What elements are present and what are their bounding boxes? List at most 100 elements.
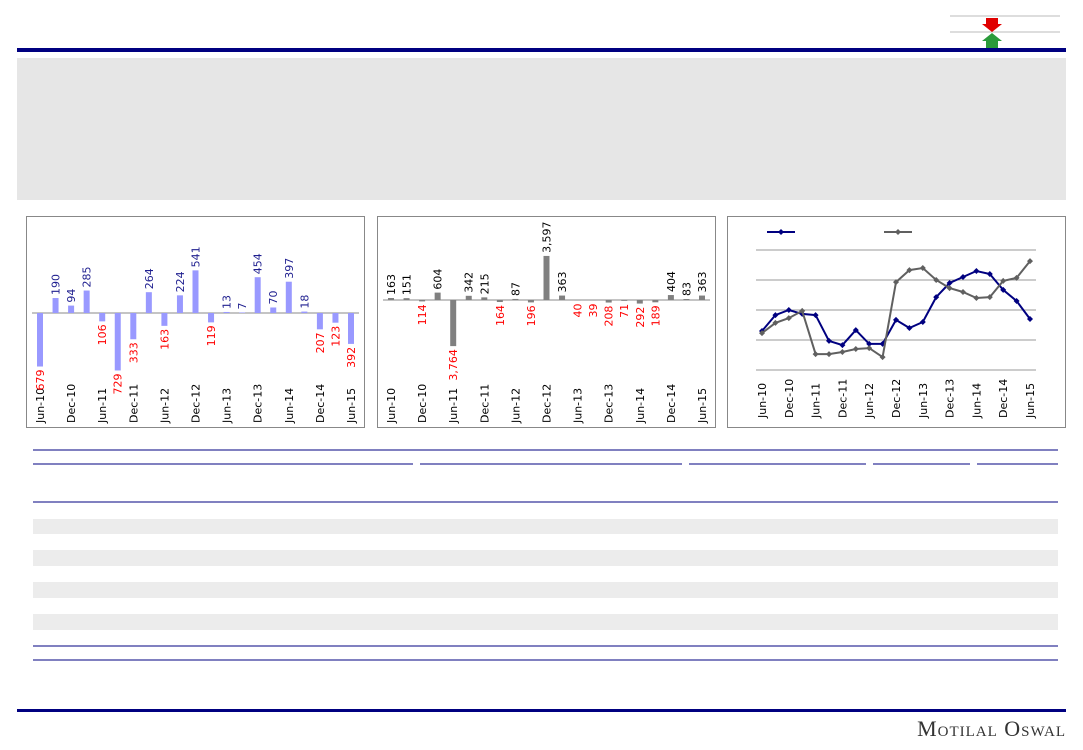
marker	[799, 307, 806, 314]
data-label: 215	[478, 273, 491, 294]
chart-frame	[26, 216, 365, 428]
marker	[812, 312, 819, 319]
bar	[316, 313, 323, 330]
x-tick-label: Jun-14	[634, 388, 647, 424]
bar	[145, 292, 152, 313]
x-tick-label: Jun-11	[447, 388, 460, 424]
bar	[161, 313, 168, 326]
down-arrow-icon	[982, 18, 1002, 32]
x-tick-label: Jun-14	[970, 383, 983, 419]
data-label: 163	[158, 329, 171, 350]
marker	[893, 279, 899, 286]
data-label: 333	[127, 342, 140, 363]
marker	[826, 351, 832, 358]
bar	[37, 313, 43, 367]
data-label: 71	[618, 304, 631, 318]
bar	[496, 300, 503, 303]
bar	[192, 270, 199, 313]
data-label: 207	[314, 332, 327, 353]
x-tick-label: Dec-12	[541, 384, 554, 423]
data-label: 404	[665, 271, 678, 292]
marker	[986, 294, 993, 301]
table-row-stripe	[33, 550, 1058, 566]
bar	[208, 313, 215, 323]
bar	[348, 313, 354, 344]
bar	[683, 298, 690, 300]
marker	[866, 345, 873, 352]
marker	[1013, 298, 1020, 304]
bar	[636, 300, 643, 304]
marker	[812, 351, 819, 358]
data-label: 40	[572, 303, 585, 317]
x-tick-label: Jun-12	[158, 388, 171, 424]
bar	[465, 295, 472, 300]
bar	[68, 305, 75, 313]
data-label: 164	[494, 305, 507, 326]
marker	[906, 325, 913, 331]
data-label: 190	[50, 274, 63, 295]
marker	[919, 265, 926, 271]
summary-box	[17, 58, 1066, 200]
x-tick-label: Dec-14	[665, 384, 678, 423]
x-tick-label: Dec-12	[890, 379, 903, 418]
x-tick-label: Dec-14	[997, 379, 1010, 418]
data-label: 94	[65, 289, 78, 303]
x-tick-label: Jun-12	[509, 388, 522, 424]
bar	[403, 298, 410, 300]
data-label: 119	[205, 325, 218, 346]
bar	[239, 312, 246, 313]
data-label: 264	[143, 268, 156, 289]
x-tick-label: Dec-14	[314, 384, 327, 423]
data-label: 163	[385, 274, 398, 295]
x-tick-label: Dec-11	[127, 384, 140, 423]
marker	[933, 277, 940, 283]
marker	[879, 354, 886, 361]
marker	[1027, 316, 1033, 322]
data-label: 285	[81, 267, 94, 288]
marker	[919, 319, 926, 325]
x-tick-label: Jun-15	[345, 388, 358, 424]
data-label: 151	[401, 274, 414, 295]
data-label: 541	[190, 246, 203, 267]
x-tick-label: Jun-10	[385, 388, 398, 424]
marker	[986, 271, 993, 277]
marker	[839, 349, 846, 355]
bar	[301, 311, 308, 313]
bar	[332, 313, 339, 323]
table-row-stripe	[33, 519, 1058, 534]
data-label: 13	[221, 295, 234, 309]
legend-marker	[778, 229, 784, 235]
data-label: 342	[463, 272, 476, 293]
x-tick-label: Dec-11	[836, 379, 849, 418]
marker	[893, 316, 899, 323]
footer-rule	[17, 709, 1066, 712]
x-tick-label: Dec-10	[416, 384, 429, 423]
x-tick-label: Jun-13	[572, 388, 585, 424]
up-arrow-icon	[982, 33, 1002, 48]
marker	[785, 307, 792, 313]
bar	[481, 297, 488, 300]
bar	[176, 295, 183, 313]
bar	[605, 300, 612, 303]
brand-logo: Motilal Oswal	[917, 716, 1066, 741]
data-label: 208	[603, 306, 616, 327]
bar	[130, 313, 137, 340]
marker	[1013, 274, 1020, 281]
data-label: 363	[556, 272, 569, 293]
x-tick-label: Dec-11	[478, 384, 491, 423]
marker	[946, 280, 953, 286]
bar	[99, 313, 106, 322]
x-tick-label: Dec-13	[603, 384, 616, 423]
x-tick-label: Jun-15	[696, 388, 709, 424]
data-label: 18	[298, 295, 311, 309]
marker	[852, 346, 859, 352]
x-tick-label: Dec-13	[252, 384, 265, 423]
data-label: 224	[174, 271, 187, 292]
table	[33, 449, 1058, 661]
x-tick-label: Jun-15	[1024, 383, 1037, 419]
marker	[1000, 277, 1007, 284]
data-label: 196	[525, 305, 538, 326]
bar	[285, 281, 292, 313]
bar	[559, 295, 566, 300]
